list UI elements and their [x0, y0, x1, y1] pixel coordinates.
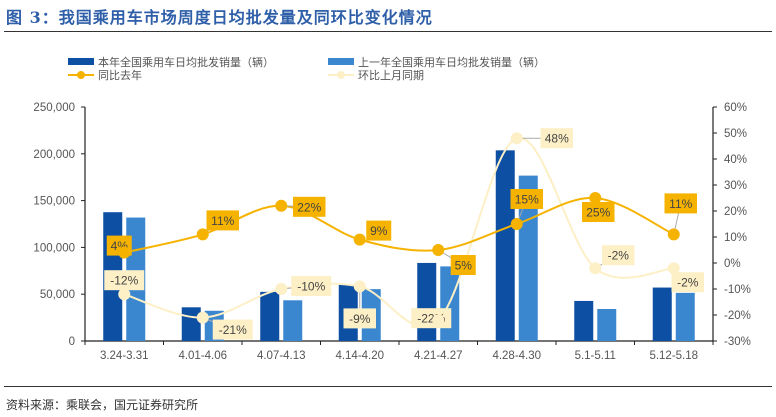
- data-label-box: [664, 193, 697, 214]
- line-marker: [510, 218, 523, 230]
- legend-label-mom: 环比上月同期: [358, 69, 424, 82]
- line-marker: [589, 192, 602, 204]
- x-tick-label: 4.21-4.27: [414, 350, 463, 362]
- line-marker: [432, 244, 445, 256]
- left-tick-label: 250,000: [33, 102, 75, 114]
- line-marker: [667, 262, 680, 275]
- bar-current: [417, 262, 437, 341]
- data-label-box: [366, 220, 392, 241]
- left-tick-label: 50,000: [40, 289, 75, 301]
- right-tick-label: 30%: [724, 180, 747, 192]
- bar-current: [181, 307, 201, 341]
- right-tick-label: 0%: [724, 258, 741, 270]
- legend-label-prior: 上一年全国乘用车日均批发销量（辆）: [358, 55, 545, 69]
- data-label-box: [212, 319, 253, 340]
- right-tick-label: -20%: [724, 310, 751, 322]
- data-label: -10%: [297, 280, 325, 294]
- legend-marker-mom: [337, 71, 345, 79]
- data-label: 15%: [515, 193, 539, 207]
- line-marker: [196, 311, 209, 324]
- data-label-box: [671, 272, 704, 293]
- right-tick-label: -10%: [724, 284, 751, 296]
- line-marker: [118, 246, 131, 259]
- line-marker: [667, 228, 680, 241]
- line-marker: [275, 199, 288, 212]
- line-marker: [432, 314, 445, 327]
- line-marker: [118, 288, 131, 301]
- data-label: 25%: [586, 206, 610, 220]
- bar-prior: [283, 300, 303, 341]
- bar-prior: [597, 308, 617, 341]
- x-tick-label: 4.14-4.20: [335, 350, 384, 362]
- line-marker: [275, 283, 288, 295]
- left-tick-label: 0: [69, 336, 75, 348]
- line-marker: [196, 228, 209, 241]
- data-label: 22%: [297, 200, 321, 214]
- line-marker: [353, 280, 366, 293]
- line-marker: [589, 262, 602, 275]
- data-label: -12%: [110, 274, 138, 288]
- data-label: 5%: [455, 259, 473, 273]
- data-label: 9%: [370, 224, 388, 238]
- legend-marker-yoy: [77, 71, 85, 79]
- bar-current: [260, 291, 280, 341]
- data-label-box: [104, 270, 145, 291]
- x-tick-label: 3.24-3.31: [100, 350, 149, 362]
- data-label: 48%: [545, 132, 569, 146]
- data-label-box: [343, 308, 376, 329]
- data-label-box: [540, 128, 573, 149]
- right-tick-label: 50%: [724, 128, 747, 140]
- data-label-box: [293, 196, 326, 217]
- source-note: 资料来源：乘联会，国元证券研究所: [6, 398, 199, 412]
- x-tick-label: 4.28-4.30: [492, 350, 541, 362]
- left-tick-label: 100,000: [33, 242, 75, 254]
- left-tick-label: 200,000: [33, 149, 75, 161]
- data-label-box: [602, 245, 635, 266]
- data-label: 11%: [669, 197, 692, 211]
- right-tick-label: 40%: [724, 154, 747, 166]
- title-divider: [4, 31, 772, 32]
- bar-prior: [675, 292, 695, 341]
- x-tick-label: 5.1-5.11: [575, 350, 616, 362]
- right-tick-label: 10%: [724, 232, 747, 244]
- right-tick-label: -30%: [724, 336, 751, 348]
- data-label-box: [206, 210, 239, 231]
- data-label: -9%: [349, 312, 371, 326]
- x-tick-label: 4.07-4.13: [257, 350, 306, 362]
- figure-title: 图 3：我国乘用车市场周度日均批发量及同环比变化情况: [6, 8, 433, 27]
- right-tick-label: 20%: [724, 206, 747, 218]
- line-marker: [353, 233, 366, 246]
- bar-current: [652, 287, 672, 341]
- data-label-box: [582, 202, 615, 222]
- data-label: -2%: [677, 276, 699, 290]
- data-label: 11%: [211, 214, 234, 228]
- x-tick-label: 5.12-5.18: [649, 350, 698, 362]
- data-label-box: [291, 276, 332, 296]
- bar-current: [495, 150, 515, 341]
- right-tick-label: 60%: [724, 102, 747, 114]
- data-label: -21%: [219, 323, 247, 337]
- data-label: -2%: [608, 249, 630, 263]
- data-label-box: [510, 189, 543, 209]
- left-tick-label: 150,000: [33, 196, 75, 208]
- line-marker: [510, 132, 523, 145]
- legend-swatch-prior: [328, 58, 354, 65]
- x-tick-label: 4.01-4.06: [178, 350, 227, 362]
- legend-label-current: 本年全国乘用车日均批发销量（辆）: [98, 55, 274, 69]
- legend-label-yoy: 同比去年: [98, 68, 142, 82]
- legend-swatch-current: [68, 58, 94, 65]
- source-divider: [4, 386, 772, 387]
- data-label-box: [450, 255, 476, 275]
- bar-current: [574, 300, 594, 341]
